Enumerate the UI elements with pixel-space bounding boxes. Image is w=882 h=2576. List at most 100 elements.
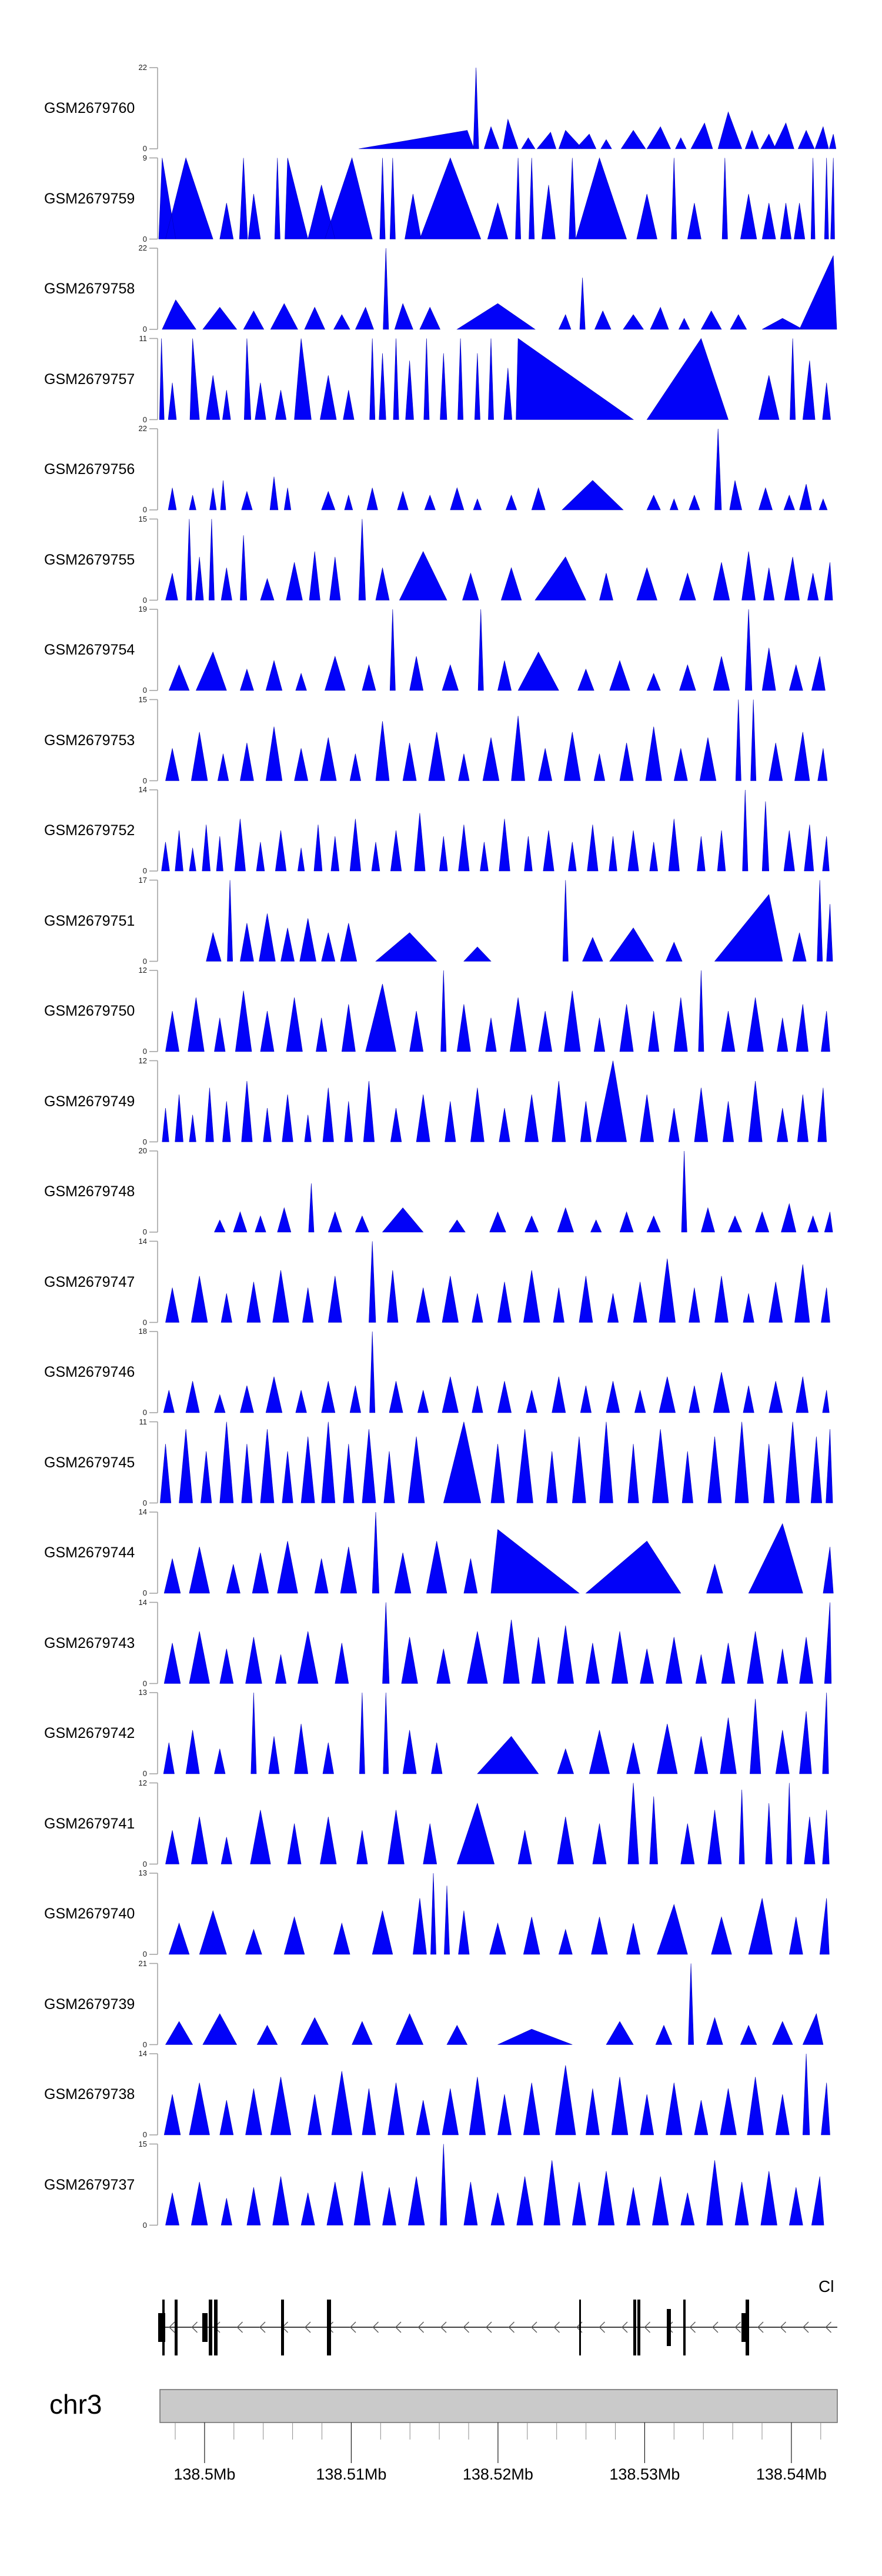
strand-arrow-left-icon: [372, 2321, 379, 2333]
signal-area: [165, 1783, 830, 1864]
ruler-position-label: 138.54Mb: [756, 2465, 827, 2483]
strand-arrow-left-icon: [531, 2321, 537, 2333]
exon-tall: [683, 2300, 686, 2355]
chromosome-ideogram: [159, 2389, 838, 2423]
exon-thick: [741, 2313, 747, 2342]
strand-arrow-left-icon: [712, 2321, 719, 2333]
signal-area: [161, 789, 830, 872]
track-label: GSM2679749: [44, 1093, 135, 1110]
y-axis-max-label: 14: [138, 1597, 147, 1607]
strand-arrow-left-icon: [440, 2321, 447, 2333]
y-axis-max-label: 21: [138, 1958, 147, 1968]
y-axis-max-label: 14: [138, 2049, 147, 2058]
strand-arrow-left-icon: [553, 2321, 560, 2333]
exon-medium: [667, 2309, 671, 2346]
strand-arrow-left-icon: [622, 2321, 628, 2333]
strand-arrow-left-icon: [463, 2321, 469, 2333]
y-axis-max-label: 22: [138, 63, 147, 72]
y-axis-zero-label: 0: [142, 1047, 147, 1056]
y-axis-zero-label: 0: [142, 595, 147, 605]
track-label: GSM2679760: [44, 100, 135, 116]
exon-tall: [281, 2300, 284, 2355]
track-label: GSM2679743: [44, 1634, 135, 1651]
signal-area: [163, 1692, 829, 1774]
y-axis-zero-label: 0: [142, 2130, 147, 2139]
y-axis-max-label: 12: [138, 1056, 147, 1065]
strand-arrow-left-icon: [644, 2321, 650, 2333]
track-label: GSM2679748: [44, 1183, 135, 1200]
signal-area: [159, 1422, 833, 1503]
track-label: GSM2679750: [44, 1003, 135, 1019]
y-axis-zero-label: 0: [142, 1950, 147, 1958]
y-axis-zero-label: 0: [142, 1227, 147, 1236]
ruler-position-label: 138.5Mb: [173, 2465, 236, 2483]
signal-area: [165, 699, 828, 781]
strand-arrow-left-icon: [395, 2321, 402, 2333]
y-axis-max-label: 11: [139, 333, 148, 343]
track-label: GSM2679756: [44, 461, 135, 478]
signal-area: [158, 157, 835, 239]
signal-area: [163, 1511, 834, 1594]
y-axis-max-label: 17: [138, 875, 147, 885]
y-axis-zero-label: 0: [142, 1769, 147, 1778]
signal-area: [165, 970, 830, 1052]
y-axis-zero-label: 0: [142, 144, 147, 153]
signal-area: [163, 2053, 830, 2135]
y-axis-max-label: 15: [138, 695, 147, 704]
signal-area: [168, 609, 826, 691]
y-axis-zero-label: 0: [142, 234, 147, 243]
y-axis-zero-label: 0: [142, 1859, 147, 1868]
track-label: GSM2679738: [44, 2086, 135, 2103]
strand-arrow-left-icon: [486, 2321, 492, 2333]
chromosome-label: chr3: [49, 2389, 102, 2420]
track-label: GSM2679757: [44, 371, 135, 388]
signal-area: [168, 428, 828, 510]
y-axis-max-label: 20: [138, 1146, 147, 1155]
y-axis-zero-label: 0: [142, 2040, 147, 2049]
strand-arrow-left-icon: [259, 2321, 266, 2333]
ruler-position-label: 138.53Mb: [609, 2465, 680, 2483]
y-axis-max-label: 18: [138, 1327, 147, 1336]
track-label: GSM2679739: [44, 1996, 135, 2013]
y-axis-zero-label: 0: [142, 415, 147, 424]
track-label: GSM2679754: [44, 642, 135, 658]
signal-area: [359, 67, 837, 149]
signal-area: [162, 248, 837, 330]
signal-area: [165, 519, 833, 600]
signal-area: [165, 1963, 824, 2045]
strand-arrow-left-icon: [757, 2321, 764, 2333]
signal-area: [165, 2144, 824, 2225]
y-axis-max-label: 12: [138, 966, 147, 975]
track-label: GSM2679746: [44, 1364, 135, 1380]
ruler-position-label: 138.52Mb: [462, 2465, 533, 2483]
exon-tall: [327, 2300, 331, 2355]
exon-tall: [162, 2300, 165, 2355]
y-axis-zero-label: 0: [142, 1679, 147, 1688]
y-axis-zero-label: 0: [142, 1498, 147, 1507]
y-axis-max-label: 14: [138, 1507, 147, 1516]
y-axis-max-label: 9: [142, 153, 147, 162]
track-label: GSM2679744: [44, 1544, 135, 1561]
signal-area: [206, 880, 833, 962]
exon-thick: [202, 2313, 208, 2342]
y-axis-zero-label: 0: [142, 1589, 147, 1597]
strand-arrow-left-icon: [825, 2321, 831, 2333]
strand-arrow-left-icon: [734, 2321, 741, 2333]
y-axis-zero-label: 0: [142, 686, 147, 695]
exon-tall: [579, 2300, 581, 2355]
track-label: GSM2679742: [44, 1725, 135, 1741]
signal-area: [214, 1150, 833, 1233]
strand-arrow-left-icon: [780, 2321, 786, 2333]
y-axis-max-label: 15: [138, 514, 147, 523]
y-axis-max-label: 19: [138, 605, 147, 613]
y-axis-zero-label: 0: [142, 1317, 147, 1327]
track-label: GSM2679751: [44, 912, 135, 929]
y-axis-max-label: 22: [138, 424, 147, 433]
track-label: GSM2679737: [44, 2176, 135, 2193]
strand-arrow-left-icon: [599, 2321, 605, 2333]
y-axis-zero-label: 0: [142, 866, 147, 875]
y-axis-zero-label: 0: [142, 325, 147, 333]
y-axis-max-label: 13: [138, 1868, 147, 1877]
y-axis-max-label: 15: [138, 2139, 147, 2148]
